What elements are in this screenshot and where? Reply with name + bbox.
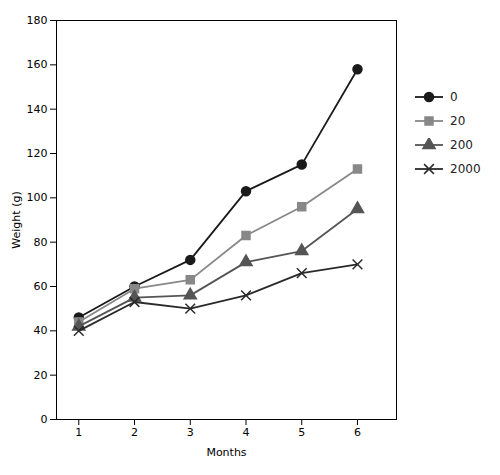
html-text:200: 200: [450, 138, 473, 152]
svg-text:5: 5: [298, 426, 305, 439]
svg-text:180: 180: [27, 14, 48, 27]
svg-text:6: 6: [354, 426, 361, 439]
svg-text:100: 100: [27, 191, 48, 204]
svg-text:80: 80: [34, 236, 48, 249]
svg-text:3: 3: [187, 426, 194, 439]
svg-text:Weight (g): Weight (g): [10, 191, 23, 248]
svg-text:Months: Months: [206, 446, 246, 459]
svg-text:140: 140: [27, 103, 48, 116]
svg-text:160: 160: [27, 58, 48, 71]
svg-text:120: 120: [27, 147, 48, 160]
svg-text:1: 1: [75, 426, 82, 439]
html-text:0: 0: [450, 90, 458, 104]
svg-text:0: 0: [41, 413, 48, 426]
html-text:2000: 2000: [450, 162, 481, 176]
svg-text:2: 2: [131, 426, 138, 439]
html-text:20: 20: [450, 114, 466, 128]
svg-text:40: 40: [34, 324, 48, 337]
svg-text:20: 20: [34, 369, 48, 382]
svg-text:60: 60: [34, 280, 48, 293]
svg-text:4: 4: [243, 426, 250, 439]
